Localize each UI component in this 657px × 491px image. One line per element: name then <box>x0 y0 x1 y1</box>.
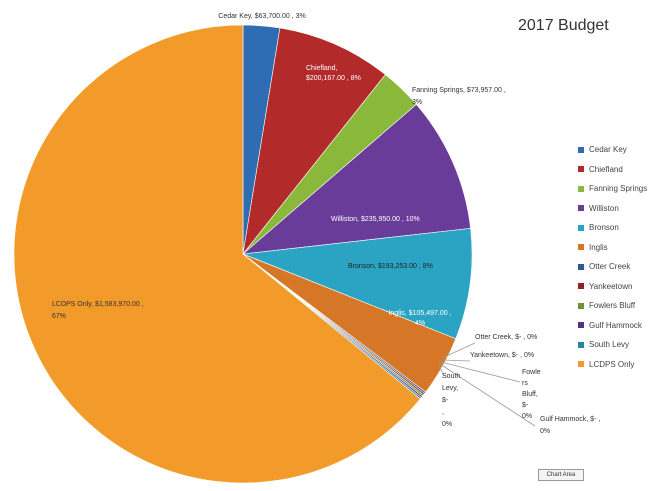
legend-swatch <box>578 244 584 251</box>
data-label-bronson: Bronson, $193,253.00 , 8% <box>348 263 433 270</box>
leader-line-fowlers-bluff <box>440 361 521 383</box>
pie-slice-chiefland <box>242 27 386 256</box>
chart-area-button[interactable]: Chart Area <box>538 469 584 481</box>
leader-line-south-levy <box>438 364 445 377</box>
legend-swatch <box>578 322 584 329</box>
legend-swatch <box>578 283 584 290</box>
legend-swatch <box>578 166 584 173</box>
legend-label: Inglis <box>589 242 608 252</box>
legend-label: Williston <box>589 203 619 213</box>
legend-label: Fowlers Bluff <box>589 301 636 311</box>
legend-item-south-levy: South Levy <box>578 335 657 355</box>
data-label-otter-creek: Otter Creek, $- , 0% <box>475 334 537 341</box>
legend-item-gulf-hammock: Gulf Hammock <box>578 316 657 336</box>
legend-swatch <box>578 205 584 212</box>
legend-swatch <box>578 263 584 270</box>
data-label-williston: Williston, $235,950.00 , 10% <box>331 216 420 223</box>
data-label-yankeetown: Yankeetown, $- , 0% <box>470 352 534 359</box>
data-label-fowlers-bluff: Fowle rs Bluff, $-0% <box>522 369 541 420</box>
data-label-cedar-key: Cedar Key, $63,700.00 , 3% <box>218 13 305 20</box>
legend-item-bronson: Bronson <box>578 218 657 238</box>
legend-label: LCDPS Only <box>589 359 635 369</box>
leader-line-otter-creek <box>441 342 476 359</box>
legend-label: Fanning Springs <box>589 184 648 194</box>
legend-item-cedar-key: Cedar Key <box>578 140 657 160</box>
legend-swatch <box>578 361 584 368</box>
legend-label: Chiefland <box>589 164 623 174</box>
legend-item-lcdps-only: LCDPS Only <box>578 355 657 375</box>
legend-item-williston: Williston <box>578 199 657 219</box>
legend-swatch <box>578 302 584 309</box>
legend-swatch <box>578 341 584 348</box>
legend-item-fanning-springs: Fanning Springs <box>578 179 657 199</box>
data-label-chiefland: Chiefland, $200,167.00 , 8% <box>306 65 361 82</box>
legend-swatch <box>578 146 584 153</box>
data-label-fanning-springs: Fanning Springs, $73,957.00 , 3% <box>412 87 506 106</box>
legend-label: Gulf Hammock <box>589 320 642 330</box>
pie-slice-lcdps-only <box>13 24 421 484</box>
legend-item-inglis: Inglis <box>578 238 657 258</box>
legend-item-fowlers-bluff: Fowlers Bluff <box>578 296 657 316</box>
legend-item-chiefland: Chiefland <box>578 160 657 180</box>
data-label-south-levy: South Levy, $-, 0% <box>442 373 460 428</box>
data-label-gulf-hammock: Gulf Hammock, $- , 0% <box>540 416 600 435</box>
legend-swatch <box>578 185 584 192</box>
legend-label: South Levy <box>589 340 630 350</box>
legend-label: Cedar Key <box>589 145 627 155</box>
pie-slice-williston <box>242 103 471 255</box>
chart-title: 2017 Budget <box>518 17 609 34</box>
legend-swatch <box>578 224 584 231</box>
data-label-inglis: Inglis, $105,497.00 , 4% <box>388 310 451 327</box>
leader-line-yankeetown <box>441 359 471 362</box>
legend-label: Yankeetown <box>589 281 633 291</box>
legend-item-otter-creek: Otter Creek <box>578 257 657 277</box>
leader-line-gulf-hammock <box>439 363 536 427</box>
legend-label: Bronson <box>589 223 619 233</box>
pie-slice-bronson <box>242 228 473 340</box>
data-label-lcdps-only: LCDPS Only, $1,583,970.00 , 67% <box>52 301 144 320</box>
legend-item-yankeetown: Yankeetown <box>578 277 657 297</box>
legend-label: Otter Creek <box>589 262 631 272</box>
legend: Cedar Key Chiefland Fanning Springs Willist… <box>578 140 657 374</box>
